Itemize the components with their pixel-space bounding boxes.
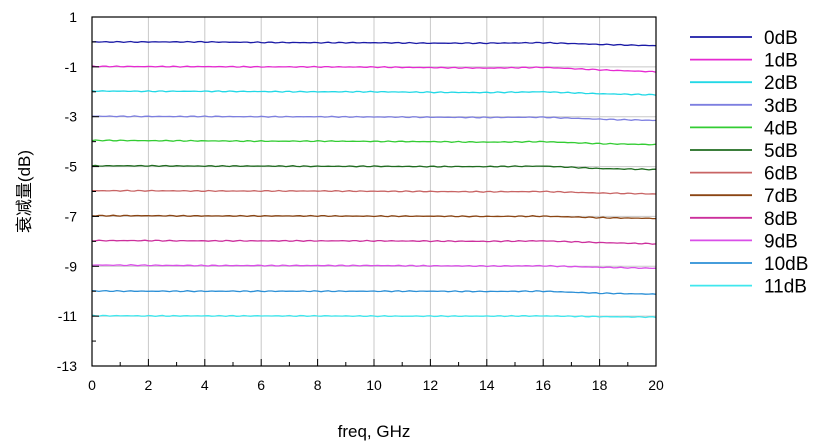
y-tick-label: -13	[57, 358, 77, 374]
x-axis-title: freq, GHz	[338, 422, 411, 441]
x-tick-label: 6	[257, 377, 265, 393]
x-tick-label: 18	[592, 377, 608, 393]
legend-label: 7dB	[764, 186, 798, 207]
legend-label: 4dB	[764, 118, 798, 139]
y-tick-label: -9	[65, 258, 78, 274]
legend-label: 2dB	[764, 73, 798, 94]
series-line-2dB	[91, 90, 657, 96]
x-tick-label: 12	[423, 377, 439, 393]
series-line-3dB	[91, 115, 657, 122]
legend-label: 11dB	[764, 277, 807, 298]
legend-label: 8dB	[764, 209, 798, 230]
y-tick-label: -5	[65, 159, 78, 175]
series-line-5dB	[91, 164, 657, 171]
x-tick-label: 0	[88, 377, 96, 393]
series-line-11dB	[91, 314, 657, 319]
series-line-6dB	[91, 189, 657, 195]
y-tick-label: -7	[65, 208, 78, 224]
y-tick-label: -1	[65, 59, 78, 75]
legend-label: 3dB	[764, 96, 798, 117]
series-line-9dB	[91, 264, 657, 270]
series-lines	[91, 40, 657, 319]
legend-label: 6dB	[764, 164, 798, 185]
y-tick-label: -3	[65, 109, 78, 125]
axis-ticks: 0 2 4 6 8 10 12 14 16 18 20 1 -1 -3 -5 -7 -9 -11 -13	[57, 9, 664, 393]
series-line-8dB	[91, 239, 657, 245]
x-tick-label: 2	[145, 377, 153, 393]
series-line-10dB	[91, 289, 657, 295]
legend-label: 5dB	[764, 141, 798, 162]
y-tick-label: 1	[69, 9, 77, 25]
y-tick-label: -11	[58, 308, 77, 324]
x-tick-label: 8	[314, 377, 322, 393]
series-line-1dB	[91, 65, 657, 73]
x-tick-label: 16	[535, 377, 551, 393]
y-axis-title: 衰减量(dB)	[15, 150, 34, 233]
series-line-7dB	[91, 214, 656, 220]
legend-label: 10dB	[764, 254, 808, 275]
legend-label: 1dB	[764, 51, 798, 72]
legend-label: 0dB	[764, 28, 798, 49]
series-line-4dB	[91, 139, 657, 146]
x-tick-label: 4	[201, 377, 209, 393]
legend-label: 9dB	[764, 231, 798, 252]
series-line-0dB	[91, 40, 657, 47]
x-tick-label: 20	[648, 377, 664, 393]
x-tick-label: 10	[366, 377, 382, 393]
x-tick-label: 14	[479, 377, 495, 393]
